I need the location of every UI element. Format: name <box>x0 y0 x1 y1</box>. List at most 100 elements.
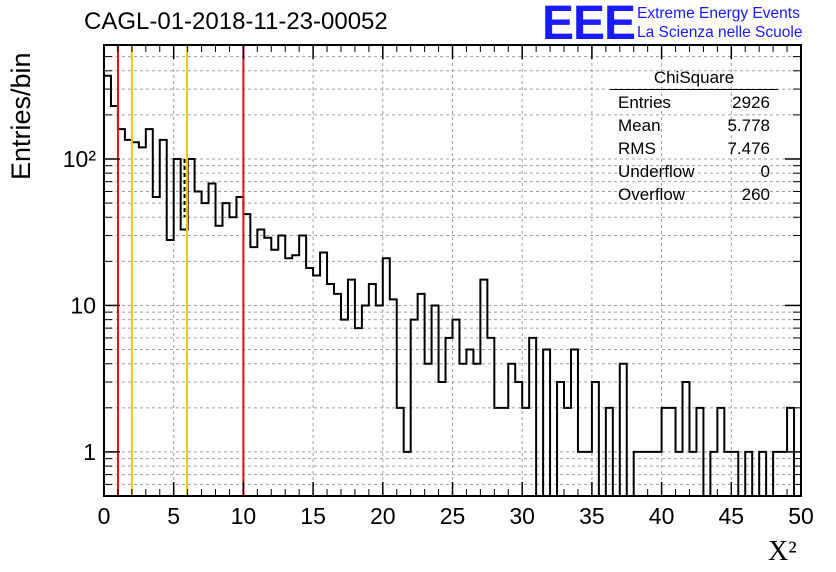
histogram-bin <box>676 452 683 496</box>
histogram-bin <box>759 452 766 496</box>
histogram-bin <box>146 129 153 496</box>
histogram-bin <box>292 255 299 496</box>
histogram-bin <box>508 364 515 496</box>
run-title: CAGL-01-2018-11-23-00052 <box>84 8 388 35</box>
histogram-bin <box>669 408 676 496</box>
histogram-bin <box>494 408 501 496</box>
stats-row: Mean 5.778 <box>610 114 778 137</box>
histogram-bin <box>160 140 167 496</box>
x-tick-label: 50 <box>788 503 814 529</box>
histogram-bin <box>348 280 355 496</box>
histogram-bin <box>104 76 111 496</box>
histogram-bin <box>453 320 460 496</box>
histogram-bin <box>459 364 466 496</box>
histogram-bin <box>118 129 125 496</box>
histogram-bin <box>369 284 376 496</box>
stats-value: 0 <box>760 162 770 181</box>
stats-value: 260 <box>741 185 770 204</box>
eee-logo: EEE <box>542 0 636 50</box>
histogram-bin <box>683 382 690 496</box>
histogram-bin <box>487 338 494 496</box>
histogram-bin <box>397 408 404 496</box>
histogram-bin <box>432 305 439 496</box>
stats-value: 5.778 <box>727 116 770 135</box>
histogram-bin <box>111 106 118 496</box>
histogram-bin <box>411 320 418 496</box>
stats-label: Overflow <box>618 185 686 204</box>
histogram-bin <box>229 217 236 496</box>
histogram-bin <box>257 229 264 496</box>
stats-label: RMS <box>618 139 656 158</box>
histogram-bin <box>592 382 599 496</box>
histogram-bin <box>446 338 453 496</box>
stats-row: RMS 7.476 <box>610 137 778 160</box>
y-tick-label: 10 <box>70 292 96 318</box>
histogram-outline <box>104 74 801 497</box>
histogram-bin <box>341 320 348 496</box>
histogram-bin <box>689 452 696 496</box>
histogram-bin <box>724 452 731 496</box>
histogram-bin <box>773 452 780 496</box>
histogram-bin <box>299 236 306 496</box>
histogram-bin <box>306 268 313 496</box>
stats-label: Mean <box>618 116 661 135</box>
histogram-bin <box>320 252 327 496</box>
histogram-bin <box>202 203 209 496</box>
x-tick-label: 15 <box>300 503 326 529</box>
logo-caption: Extreme Energy Events La Scienza nelle S… <box>637 4 802 42</box>
stats-title: ChiSquare <box>610 68 778 90</box>
histogram-bin <box>557 382 564 496</box>
x-tick-label: 10 <box>231 503 257 529</box>
stats-row: Entries 2926 <box>610 91 778 114</box>
stats-value: 2926 <box>732 93 770 112</box>
histogram-bin <box>278 236 285 496</box>
x-axis-label: X² <box>768 536 797 567</box>
histogram-bin <box>641 452 648 496</box>
histogram-bin <box>473 364 480 496</box>
x-tick-label: 35 <box>579 503 605 529</box>
histogram-bin <box>745 452 752 496</box>
x-tick-label: 0 <box>98 503 111 529</box>
histogram-bin <box>243 214 250 496</box>
histogram-bin <box>139 147 146 496</box>
histogram-bin <box>466 350 473 496</box>
x-tick-label: 5 <box>167 503 180 529</box>
stats-box: ChiSquare Entries 2926 Mean 5.778 RMS 7.476… <box>610 68 778 206</box>
histogram-bin <box>334 294 341 496</box>
stats-row: Overflow 260 <box>610 183 778 206</box>
x-tick-label: 40 <box>649 503 675 529</box>
x-tick-label: 25 <box>440 503 466 529</box>
histogram-bin <box>271 250 278 496</box>
histogram-bin <box>515 382 522 496</box>
histogram-bin <box>125 140 132 496</box>
histogram-bin <box>236 197 243 496</box>
histogram-bin <box>390 299 397 496</box>
histogram-bin <box>780 452 787 496</box>
histogram-bin <box>696 408 703 496</box>
stats-label: Entries <box>618 93 671 112</box>
x-tick-label: 45 <box>719 503 745 529</box>
histogram-bin <box>425 364 432 496</box>
histogram-bin <box>209 184 216 496</box>
histogram-bin <box>564 408 571 496</box>
histogram-bin <box>195 191 202 496</box>
logo-caption-line1: Extreme Energy Events <box>637 5 800 22</box>
histogram-bin <box>167 240 174 496</box>
stats-value: 7.476 <box>727 139 770 158</box>
histogram-bin <box>174 159 181 496</box>
histogram-bin <box>362 305 369 496</box>
x-tick-label: 20 <box>370 503 396 529</box>
histogram-bin <box>578 452 585 496</box>
y-tick-label: 10² <box>63 146 97 172</box>
histogram-bin <box>662 408 669 496</box>
histogram-bin <box>634 452 641 496</box>
histogram-bin <box>250 247 257 496</box>
histogram-bin <box>222 203 229 496</box>
histogram-bin <box>648 452 655 496</box>
histogram-bin <box>501 408 508 496</box>
histogram-bin <box>571 350 578 496</box>
x-tick-label: 30 <box>509 503 535 529</box>
histogram-bin <box>606 408 613 496</box>
histogram-bin <box>376 305 383 496</box>
histogram-bin <box>480 280 487 496</box>
